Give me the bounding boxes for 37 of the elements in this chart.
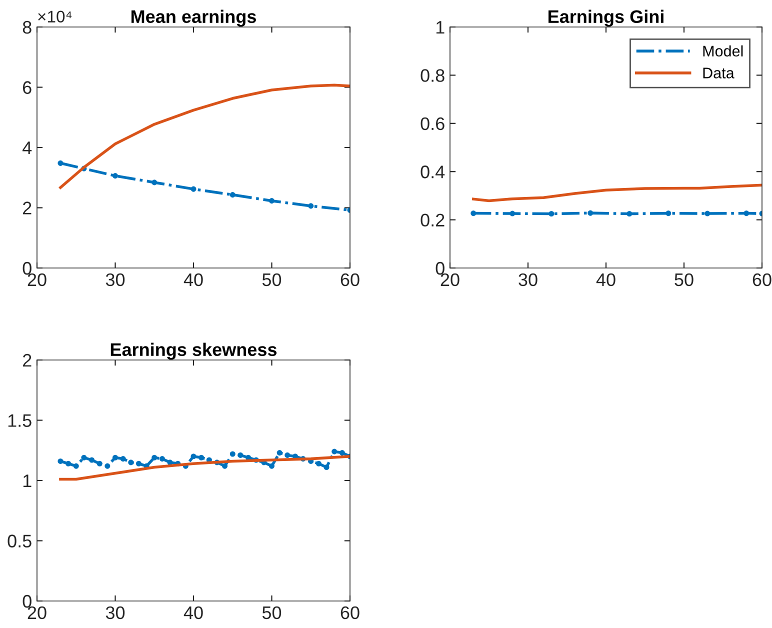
y-tick-label: 1.5 xyxy=(8,414,32,427)
y-tick-label: 0.8 xyxy=(420,69,444,82)
x-tick-label: 60 xyxy=(340,273,360,286)
y-tick-label: 6 xyxy=(23,81,32,94)
x-tick-label: 30 xyxy=(106,606,125,620)
x-tick-label: 60 xyxy=(752,273,772,286)
x-tick-label: 20 xyxy=(28,273,46,286)
x-tick-label: 40 xyxy=(184,606,203,620)
y-tick-label: 0 xyxy=(436,262,444,275)
chart-title: Mean earnings xyxy=(132,10,256,27)
chart-title: Earnings Gini xyxy=(548,10,664,27)
legend-label: Data xyxy=(703,68,734,78)
x-tick-label: 50 xyxy=(674,273,694,286)
y-tick-label: 0.5 xyxy=(8,534,32,548)
x-tick-label: 40 xyxy=(184,273,203,286)
legend-label: Model xyxy=(703,45,743,57)
y-tick-label: 2 xyxy=(23,354,32,367)
x-tick-label: 20 xyxy=(28,606,46,620)
x-tick-label: 60 xyxy=(340,606,360,620)
y-tick-label: 1 xyxy=(436,21,444,34)
y-tick-label: 1 xyxy=(23,474,32,488)
x-tick-label: 50 xyxy=(262,273,282,286)
text: ×10⁴ xyxy=(38,10,72,22)
y-tick-label: 0 xyxy=(22,594,32,608)
y-tick-label: 0 xyxy=(22,262,32,275)
x-tick-label: 20 xyxy=(440,273,460,286)
y-tick-label: 2 xyxy=(23,202,32,214)
y-tick-label: 0.4 xyxy=(420,166,445,178)
y-tick-label: 8 xyxy=(22,20,32,34)
y-tick-label: 0.6 xyxy=(420,117,444,130)
x-tick-label: 30 xyxy=(106,273,125,286)
x-tick-label: 30 xyxy=(518,273,538,286)
y-tick-label: 0.2 xyxy=(420,214,444,227)
x-tick-label: 50 xyxy=(262,606,282,620)
chart-title: Earnings skewness xyxy=(110,342,277,360)
x-tick-label: 40 xyxy=(596,273,616,286)
y-tick-label: 4 xyxy=(22,142,32,154)
